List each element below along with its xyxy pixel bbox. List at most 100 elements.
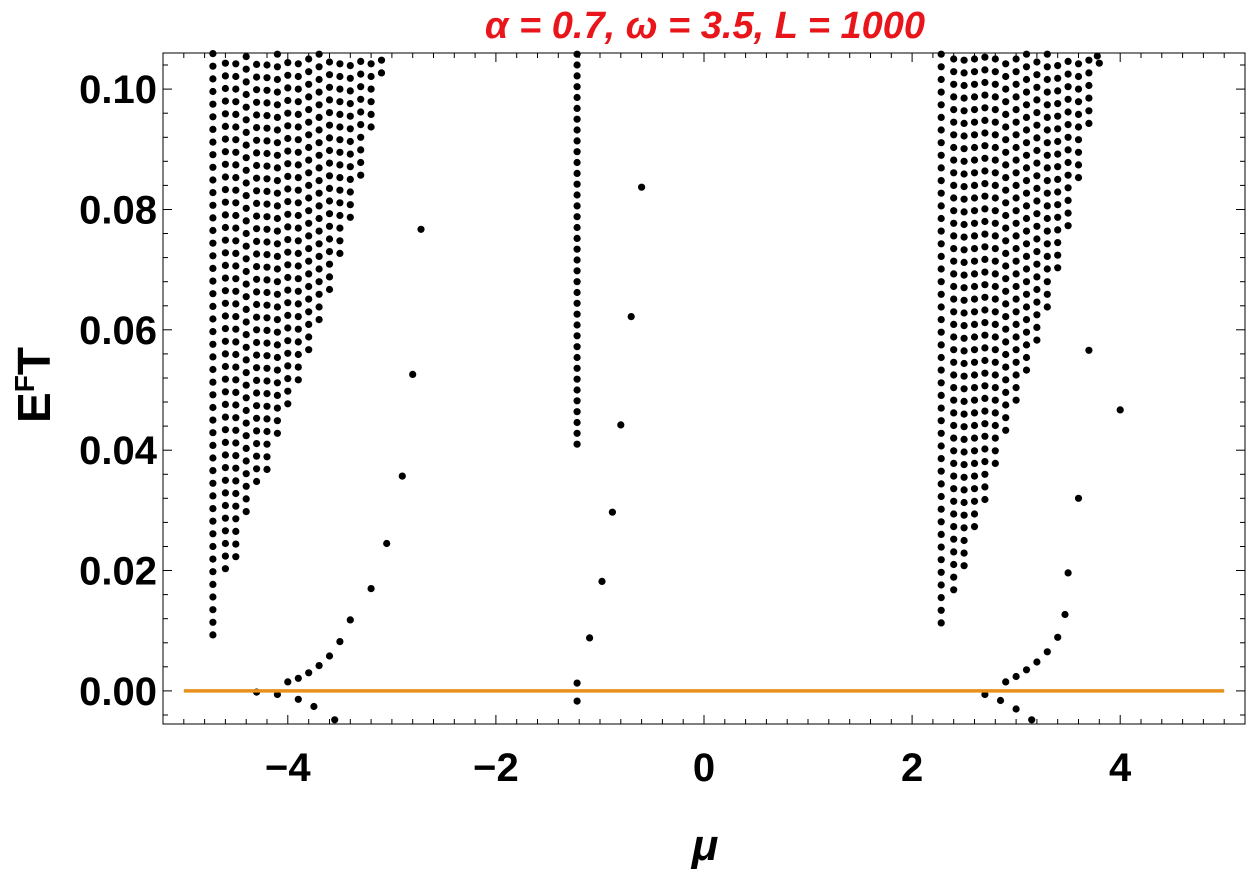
data-point <box>232 174 240 182</box>
data-point <box>357 95 365 103</box>
x-tick-label: −4 <box>265 746 311 790</box>
data-point <box>242 419 250 427</box>
data-point <box>305 131 313 139</box>
data-point <box>1002 350 1010 359</box>
data-points <box>209 50 1124 724</box>
data-point <box>325 652 334 660</box>
data-point <box>1033 248 1041 256</box>
y-tick-label: 0.02 <box>79 550 157 594</box>
data-point <box>336 60 344 68</box>
data-point <box>960 145 968 153</box>
data-point <box>294 85 302 93</box>
data-point <box>950 447 958 455</box>
data-point <box>970 194 979 202</box>
data-point <box>1074 494 1083 502</box>
data-point <box>1012 219 1020 227</box>
data-point <box>232 136 240 144</box>
data-point <box>315 113 323 121</box>
data-point <box>937 88 945 96</box>
data-point <box>1012 257 1020 265</box>
data-point <box>960 81 968 90</box>
data-point <box>221 261 229 269</box>
data-point <box>937 252 945 260</box>
data-point <box>357 171 365 179</box>
data-point <box>950 472 958 480</box>
data-point <box>253 149 261 157</box>
data-point <box>937 50 945 58</box>
data-point <box>1002 287 1010 295</box>
data-point <box>1033 109 1041 117</box>
data-point <box>970 257 979 265</box>
data-point <box>294 224 302 232</box>
data-point <box>357 121 365 129</box>
data-point <box>573 679 581 687</box>
data-point <box>221 337 229 345</box>
data-point <box>1043 290 1051 298</box>
data-point <box>970 169 979 177</box>
data-point <box>305 80 313 88</box>
data-point <box>377 69 386 77</box>
data-point <box>294 275 302 283</box>
data-point <box>209 277 217 285</box>
data-point <box>1022 214 1031 223</box>
data-point <box>981 255 989 263</box>
data-point <box>950 245 958 253</box>
data-point <box>221 476 229 484</box>
data-point <box>221 135 229 143</box>
data-point <box>1002 426 1010 434</box>
data-point <box>1012 232 1020 240</box>
data-point <box>232 224 240 232</box>
y-tick-label: 0.00 <box>79 670 157 714</box>
data-point <box>991 143 999 152</box>
data-point <box>367 110 375 118</box>
data-point <box>305 232 313 240</box>
data-point <box>950 535 958 543</box>
data-point <box>1074 161 1083 169</box>
data-point <box>960 397 968 405</box>
data-point <box>970 396 979 404</box>
data-point <box>970 434 979 442</box>
data-point <box>1054 201 1062 209</box>
data-point <box>325 172 334 180</box>
data-point <box>970 181 979 189</box>
data-point <box>1033 323 1041 331</box>
data-point <box>573 408 581 416</box>
data-point <box>253 60 261 68</box>
data-point <box>263 364 271 372</box>
data-point <box>573 180 581 188</box>
data-point <box>573 191 581 199</box>
data-point <box>221 325 229 333</box>
data-point <box>950 523 958 531</box>
data-point <box>232 325 240 333</box>
data-point <box>1043 126 1051 134</box>
data-point <box>346 163 354 171</box>
data-point <box>991 371 999 379</box>
data-point <box>1064 184 1072 192</box>
data-point <box>1022 303 1031 311</box>
data-point <box>315 164 323 172</box>
data-point <box>209 555 217 563</box>
data-point <box>960 107 968 115</box>
data-point <box>284 273 292 282</box>
data-point <box>1043 303 1051 311</box>
data-point <box>232 237 240 245</box>
data-point <box>1074 110 1083 118</box>
data-point <box>991 118 999 126</box>
data-point <box>991 93 999 101</box>
data-point <box>573 267 581 275</box>
data-point <box>1002 85 1010 93</box>
data-point <box>294 363 302 371</box>
data-point <box>273 252 281 260</box>
data-point <box>1054 112 1062 120</box>
data-point <box>991 434 999 442</box>
data-point <box>1012 181 1020 189</box>
data-point <box>325 197 334 205</box>
data-point <box>263 200 271 208</box>
data-point <box>1022 227 1031 235</box>
data-point <box>1033 184 1041 192</box>
data-point <box>305 207 313 215</box>
data-point <box>1022 290 1031 298</box>
data-point <box>263 175 271 183</box>
data-point <box>253 212 261 220</box>
data-point <box>981 690 989 699</box>
